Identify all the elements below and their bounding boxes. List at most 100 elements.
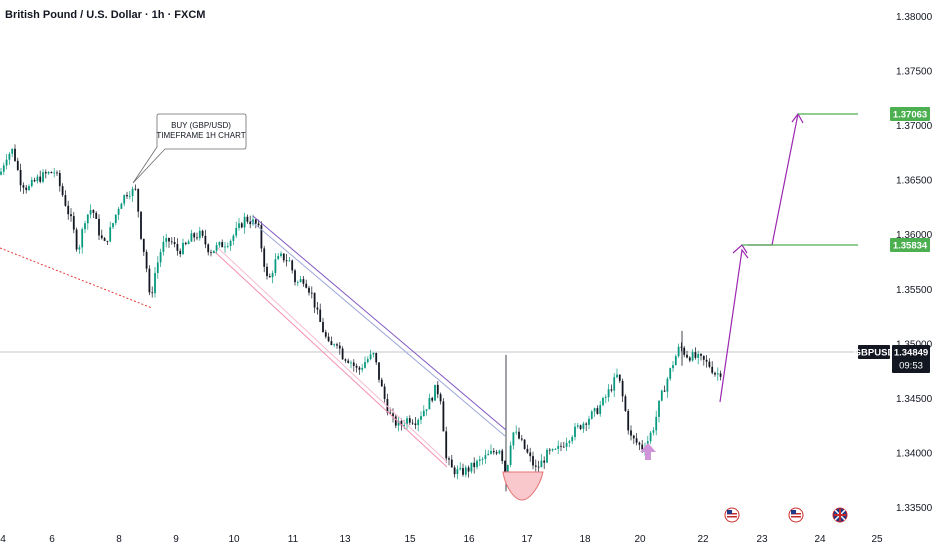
candle-body bbox=[383, 386, 386, 399]
candle-body bbox=[294, 270, 296, 283]
projection-arrow-1 bbox=[719, 248, 749, 403]
countdown-label: 09:53 bbox=[899, 361, 923, 372]
candle-body bbox=[333, 344, 336, 346]
y-tick-label: 1.38000 bbox=[896, 12, 932, 23]
candle-body bbox=[187, 241, 190, 245]
candle-body bbox=[285, 260, 288, 262]
candle-body bbox=[551, 448, 554, 451]
candle-body bbox=[476, 460, 478, 468]
candle-body bbox=[316, 307, 319, 310]
candle-body bbox=[436, 384, 439, 395]
candle-body bbox=[162, 241, 165, 252]
candle-body bbox=[621, 380, 624, 397]
candle-body bbox=[229, 240, 232, 247]
candle-body bbox=[56, 172, 58, 174]
candle-body bbox=[719, 373, 722, 377]
candle-body bbox=[260, 225, 263, 249]
candle-body bbox=[593, 408, 596, 412]
x-tick-label: 10 bbox=[228, 534, 240, 545]
x-tick-label: 15 bbox=[404, 534, 416, 545]
symbol-badge-label: GBPUSD bbox=[854, 348, 895, 359]
uk-flag-icon[interactable] bbox=[832, 507, 848, 523]
candle-body bbox=[224, 246, 226, 248]
candle-body bbox=[81, 229, 84, 248]
candle-body bbox=[406, 418, 408, 426]
candle-body bbox=[198, 230, 201, 239]
candle-body bbox=[534, 465, 537, 467]
candle-body bbox=[585, 423, 588, 425]
candle-body bbox=[420, 416, 422, 420]
x-tick-label: 25 bbox=[871, 534, 883, 545]
candle-body bbox=[422, 410, 425, 417]
candle-body bbox=[610, 389, 613, 391]
candle-body bbox=[47, 172, 50, 174]
candle-body bbox=[156, 262, 159, 273]
y-tick-label: 1.35500 bbox=[896, 285, 932, 296]
candle-body bbox=[215, 245, 218, 251]
candle-body bbox=[106, 240, 109, 242]
candle-body bbox=[324, 332, 327, 337]
candle-body bbox=[2, 165, 5, 172]
candle-body bbox=[204, 235, 207, 245]
candle-body bbox=[114, 214, 117, 224]
current-price-badge: 1.34849 09:53 bbox=[892, 345, 930, 373]
candle-body bbox=[50, 172, 53, 174]
candle-body bbox=[548, 449, 551, 451]
candle-body bbox=[170, 241, 173, 243]
candle-body bbox=[380, 379, 383, 387]
x-tick-label: 20 bbox=[634, 534, 646, 545]
candle-body bbox=[683, 347, 686, 355]
x-tick-label: 17 bbox=[521, 534, 533, 545]
y-tick-label: 1.35000 bbox=[896, 339, 932, 350]
candle-body bbox=[618, 374, 621, 381]
candle-body bbox=[504, 460, 506, 472]
candle-body bbox=[100, 235, 103, 239]
symbol-badge: GBPUSD bbox=[854, 345, 895, 359]
target-badge-2-label: 1.37063 bbox=[893, 110, 927, 121]
y-tick-label: 1.37500 bbox=[896, 66, 932, 77]
y-tick-label: 1.34000 bbox=[896, 449, 932, 460]
candle-body bbox=[506, 465, 509, 472]
candle-body bbox=[235, 227, 238, 236]
time-axis: 4 6 8 9 10 11 13 15 16 17 18 20 22 23 24 25 bbox=[0, 534, 883, 545]
candle-body bbox=[168, 237, 170, 242]
candle-body bbox=[89, 210, 92, 215]
us-flag-icon[interactable] bbox=[724, 507, 740, 523]
candle-body bbox=[291, 260, 294, 271]
candle-body bbox=[254, 219, 257, 224]
x-tick-label: 13 bbox=[339, 534, 351, 545]
candle-body bbox=[151, 292, 154, 294]
candle-body bbox=[529, 452, 532, 457]
candle-body bbox=[635, 438, 638, 443]
candle-body bbox=[232, 235, 235, 241]
buy-callout bbox=[132, 113, 247, 184]
channel-upper-outer bbox=[252, 215, 507, 431]
candle-body bbox=[44, 172, 47, 174]
candle-body bbox=[64, 195, 67, 206]
candle-body bbox=[498, 450, 501, 454]
candle-body bbox=[296, 281, 299, 283]
candle-body bbox=[11, 148, 14, 154]
candle-body bbox=[282, 253, 285, 261]
candle-body bbox=[366, 359, 369, 363]
candle-body bbox=[8, 153, 11, 160]
candle-body bbox=[266, 266, 268, 277]
candle-body bbox=[649, 432, 652, 442]
candle-body bbox=[680, 346, 683, 348]
candle-body bbox=[448, 458, 450, 460]
candle-body bbox=[540, 460, 543, 468]
candle-body bbox=[240, 223, 243, 228]
us-flag-icon[interactable] bbox=[788, 507, 804, 523]
candle-body bbox=[268, 276, 271, 278]
candle-body bbox=[263, 248, 266, 267]
candle-body bbox=[0, 171, 2, 175]
candle-body bbox=[344, 359, 347, 361]
candle-body bbox=[226, 246, 229, 247]
candle-body bbox=[588, 418, 590, 425]
candle-body bbox=[271, 273, 274, 278]
candle-body bbox=[372, 353, 375, 355]
candle-body bbox=[131, 188, 134, 196]
x-tick-label: 8 bbox=[116, 534, 122, 545]
candle-body bbox=[277, 255, 280, 260]
